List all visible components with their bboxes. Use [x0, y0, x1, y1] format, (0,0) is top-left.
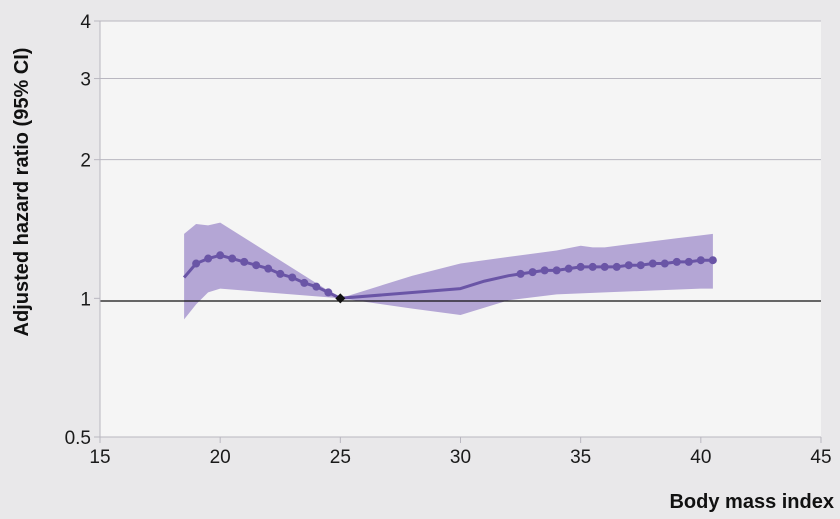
y-tick-label: 4 [80, 12, 91, 33]
gridlines [100, 20, 821, 161]
data-point-marker [264, 264, 273, 273]
hazard-ratio-line [182, 253, 713, 300]
confidence-band [184, 222, 713, 320]
data-point-marker [516, 269, 525, 278]
y-tick-label: 1 [80, 289, 91, 310]
data-point-marker [600, 262, 609, 271]
data-point-marker [552, 266, 561, 275]
x-axis-title: Body mass index [669, 491, 834, 513]
data-point-marker [240, 257, 249, 266]
data-point-marker [684, 257, 693, 266]
hazard-ratio-line-layer [182, 253, 713, 300]
data-point-marker [612, 262, 621, 271]
x-tick-label: 45 [810, 447, 831, 468]
data-point-marker [588, 262, 597, 271]
data-point-marker [648, 259, 657, 268]
data-point-marker [192, 259, 201, 268]
data-point-marker [324, 288, 333, 297]
data-point-marker [528, 268, 537, 277]
x-tick-label: 25 [330, 447, 351, 468]
data-point-marker [252, 261, 261, 270]
y-ticks: 0.5 1 2 3 4 [65, 12, 100, 449]
y-tick-label: 2 [80, 151, 91, 172]
data-point-marker [276, 269, 285, 278]
data-point-marker [696, 256, 705, 265]
data-point-marker [636, 261, 645, 270]
x-tick-label: 15 [89, 447, 110, 468]
data-point-marker [660, 259, 669, 268]
data-point-marker [216, 251, 225, 260]
y-tick-label: 0.5 [65, 428, 91, 449]
x-tick-label: 30 [450, 447, 471, 468]
y-tick-label: 3 [80, 70, 91, 91]
x-tick-label: 35 [570, 447, 591, 468]
marker-layer [192, 251, 717, 304]
data-point-marker [312, 282, 321, 291]
data-point-marker [564, 264, 573, 273]
reference-point-marker [335, 293, 346, 304]
confidence-band-layer [184, 222, 713, 320]
x-tick-label: 40 [690, 447, 711, 468]
y-axis-title: Adjusted hazard ratio (95% CI) [11, 48, 33, 337]
data-point-marker [672, 257, 681, 266]
x-tick-label: 20 [210, 447, 231, 468]
data-point-marker [624, 261, 633, 270]
data-point-marker [228, 254, 237, 263]
x-ticks: 15 20 25 30 35 40 45 [89, 437, 832, 468]
data-point-marker [204, 254, 213, 263]
data-point-marker [708, 256, 717, 265]
data-point-marker [300, 278, 309, 287]
data-point-marker [540, 266, 549, 275]
data-point-marker [288, 273, 297, 282]
data-point-marker [576, 262, 585, 271]
